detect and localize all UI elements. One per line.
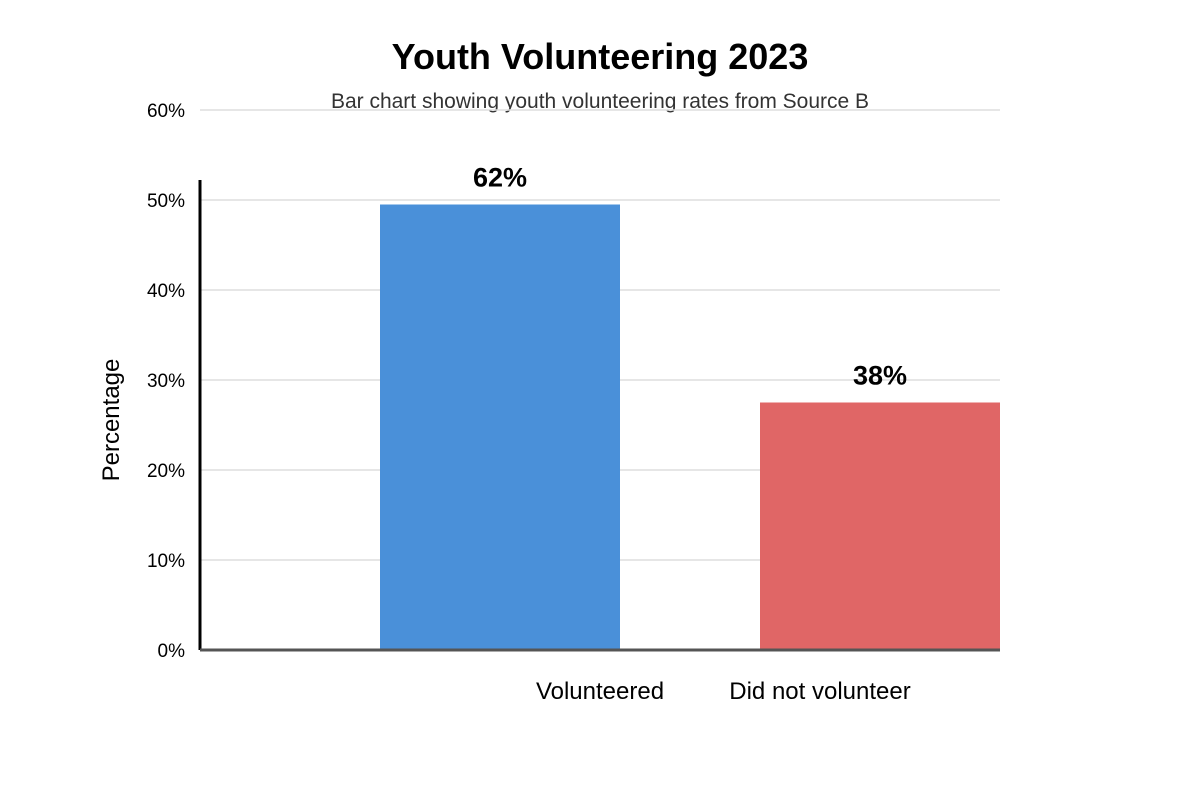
y-tick-label: 30% [147, 371, 185, 392]
chart-title: Youth Volunteering 2023 [391, 36, 809, 77]
bar-0 [380, 204, 620, 650]
bars [380, 204, 1000, 650]
data-label: 38% [853, 361, 907, 391]
y-tick-label: 50% [147, 191, 185, 212]
bar-1 [760, 402, 1000, 650]
y-tick-label: 10% [147, 551, 185, 572]
y-tick-label: 0% [158, 641, 186, 662]
y-tick-label: 60% [147, 101, 185, 122]
data-labels: 62% 38% [473, 163, 907, 391]
chart-subtitle: Bar chart showing youth volunteering rat… [330, 90, 870, 113]
x-tick-label: Volunteered [536, 678, 664, 705]
x-tick-labels: Volunteered Did not volunteer [536, 678, 911, 705]
y-tick-labels: 0% 10% 20% 30% 40% 50% 60% [147, 101, 185, 662]
y-tick-label: 20% [147, 461, 185, 482]
y-tick-label: 40% [147, 281, 185, 302]
x-tick-label: Did not volunteer [729, 678, 910, 705]
data-label: 62% [473, 163, 527, 193]
